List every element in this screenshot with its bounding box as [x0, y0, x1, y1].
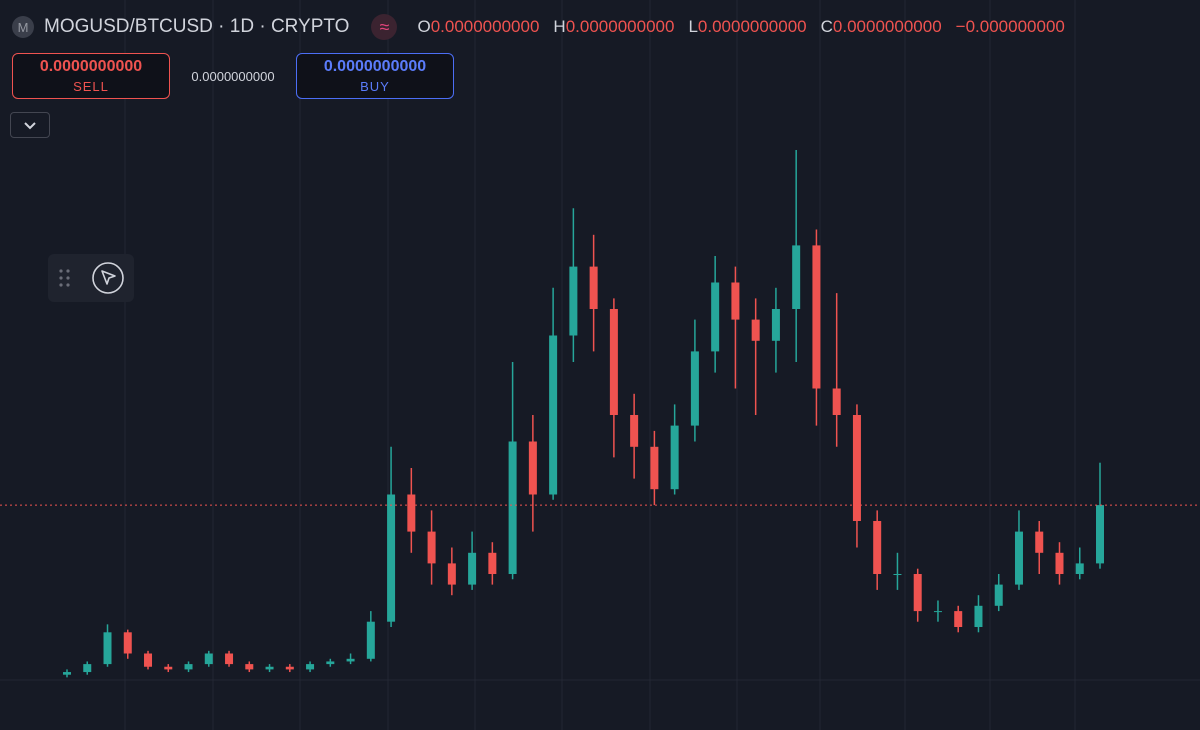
floating-toolbar: [48, 254, 134, 302]
ohlc-item: C0.0000000000: [821, 17, 942, 37]
candle-body: [346, 658, 355, 662]
candle-body: [650, 446, 659, 490]
buy-button[interactable]: 0.0000000000 BUY: [296, 53, 454, 99]
candle-body: [792, 245, 801, 309]
sell-button[interactable]: 0.0000000000 SELL: [12, 53, 170, 99]
candle-body: [245, 664, 254, 670]
candle-body: [609, 309, 618, 415]
candle-body: [366, 621, 375, 659]
candle-body: [994, 584, 1003, 606]
candle-body: [387, 494, 396, 622]
candle-body: [184, 664, 193, 670]
buy-price: 0.0000000000: [323, 58, 427, 75]
candle-body: [144, 653, 153, 667]
badge[interactable]: ≈: [371, 14, 398, 40]
ohlc-value: 0.0000000000: [697, 17, 807, 36]
candle-body: [771, 309, 780, 341]
candle-body: [690, 351, 699, 426]
candle-body: [508, 441, 517, 574]
toolbar-icons: [59, 262, 124, 294]
candle-body: [731, 282, 740, 320]
candle-body: [1035, 531, 1044, 553]
ohlc-item: H0.0000000000: [553, 17, 674, 37]
candle-body: [427, 531, 436, 564]
candle-body: [447, 563, 456, 585]
candle-body: [873, 521, 882, 574]
candle-body: [711, 282, 720, 352]
candle-body: [528, 441, 537, 495]
ohlc-label: H: [553, 17, 566, 36]
candle-body: [488, 552, 497, 574]
candle-body: [630, 415, 639, 447]
sell-price: 0.0000000000: [39, 58, 143, 75]
change: −0.000000000: [955, 17, 1065, 36]
ohlc-value: 0.0000000000: [832, 17, 942, 36]
sell-label: SELL: [73, 79, 109, 94]
candle-body: [265, 666, 274, 670]
candle-body: [306, 664, 315, 670]
candle-body: [1014, 531, 1023, 585]
trade-panel: 0.0000000000 SELL 0.0000000000 0.0000000…: [12, 53, 454, 99]
candle-body: [468, 552, 477, 585]
header: M MOGUSD/BTCUSD · 1D · CRYPTO ≈ O0.00000…: [12, 14, 1065, 40]
candle-body: [204, 653, 213, 665]
candle-body: [123, 632, 132, 654]
candle-body: [103, 632, 112, 665]
candle-body: [852, 415, 861, 521]
candle-body: [1096, 505, 1104, 564]
candle-body: [913, 574, 922, 612]
ohlc-label: C: [820, 17, 833, 36]
candle-body: [83, 664, 92, 673]
ohlc-value: 0.0000000000: [430, 17, 540, 36]
candle-body: [933, 611, 942, 613]
symbol[interactable]: MOGUSD/BTCUSD · 1D · CRYPTO: [44, 16, 350, 37]
candle-body: [589, 266, 598, 309]
symbol-icon: M: [12, 16, 34, 38]
dropdown[interactable]: [10, 112, 50, 138]
buy-label: BUY: [360, 79, 390, 94]
candle-body: [954, 611, 963, 627]
candle-body: [751, 319, 760, 341]
candle-body: [812, 245, 821, 389]
candle-body: [974, 605, 983, 627]
candle-body: [63, 672, 71, 675]
candle-body: [407, 494, 416, 532]
ohlc-label: O: [417, 17, 431, 36]
candle-body: [832, 388, 841, 415]
candle-body: [670, 425, 679, 490]
ohlc-value: 0.0000000000: [565, 17, 675, 36]
ohlc-item: O0.0000000000: [417, 17, 539, 37]
candle-body: [164, 666, 173, 670]
candle-body: [225, 653, 234, 665]
candle-body: [1055, 552, 1064, 574]
candle-body: [1075, 563, 1084, 574]
candle-body: [549, 335, 558, 495]
candle-body: [569, 266, 578, 336]
spread: 0.0000000000: [191, 68, 275, 84]
ohlc: O0.0000000000 H0.0000000000 L0.0000000000 C…: [417, 17, 955, 37]
candle-body: [326, 661, 335, 665]
candle-body: [893, 574, 902, 575]
ohlc-item: L0.0000000000: [688, 17, 806, 37]
ohlc-label: L: [688, 17, 698, 36]
chevron: [24, 122, 36, 130]
candle-body: [285, 666, 294, 670]
